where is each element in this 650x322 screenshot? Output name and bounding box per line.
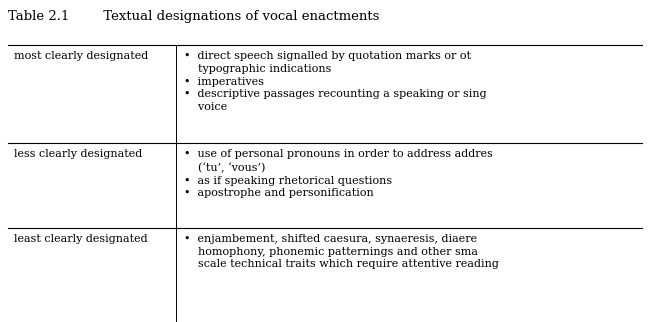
Text: most clearly designated: most clearly designated [14, 51, 148, 61]
Text: •  enjambement, shifted caesura, synaeresis, diaere
    homophony, phonemic patt: • enjambement, shifted caesura, synaeres… [184, 234, 499, 270]
Text: •  direct speech signalled by quotation marks or ot
    typographic indications
: • direct speech signalled by quotation m… [184, 51, 487, 112]
Text: Table 2.1        Textual designations of vocal enactments: Table 2.1 Textual designations of vocal … [8, 10, 380, 23]
Text: less clearly designated: less clearly designated [14, 149, 142, 159]
Text: least clearly designated: least clearly designated [14, 234, 148, 244]
Text: •  use of personal pronouns in order to address addres
    (‘tu’, ‘vous’)
•  as : • use of personal pronouns in order to a… [184, 149, 493, 198]
